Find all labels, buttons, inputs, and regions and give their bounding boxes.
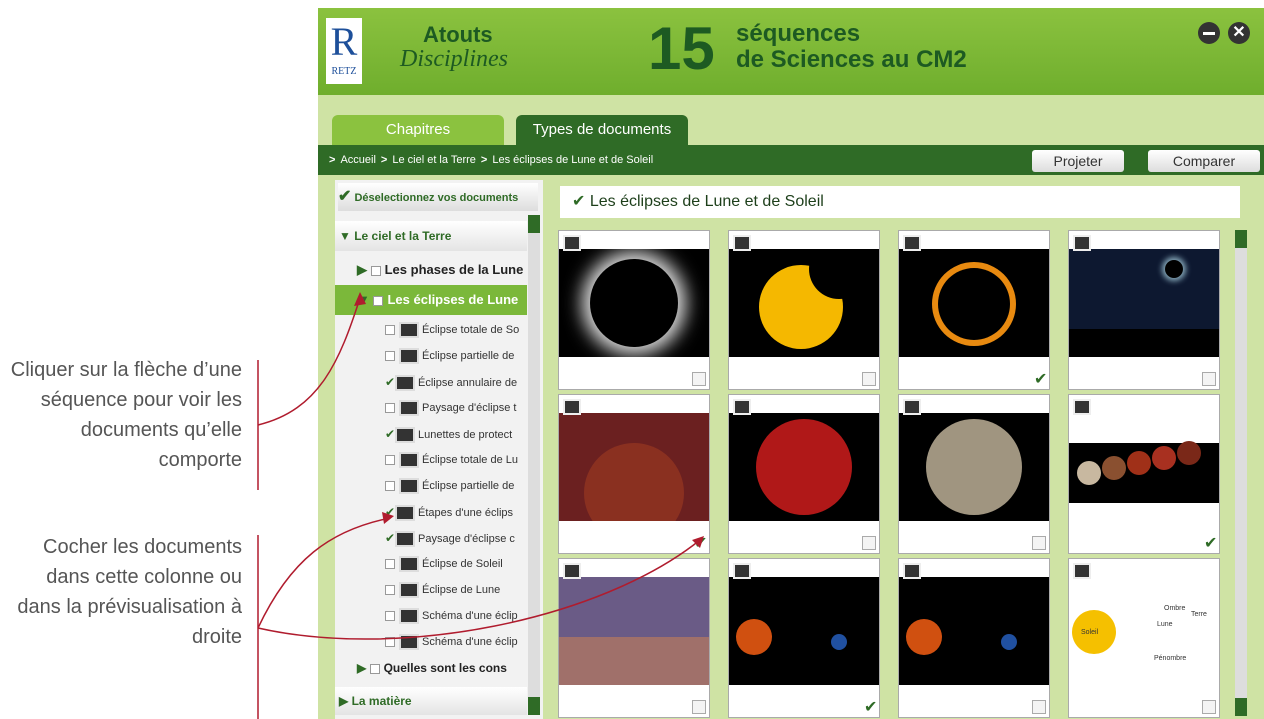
- annotation-arrows: [0, 0, 1264, 719]
- page: Cliquer sur la flèche d’une séquence pou…: [0, 0, 1264, 719]
